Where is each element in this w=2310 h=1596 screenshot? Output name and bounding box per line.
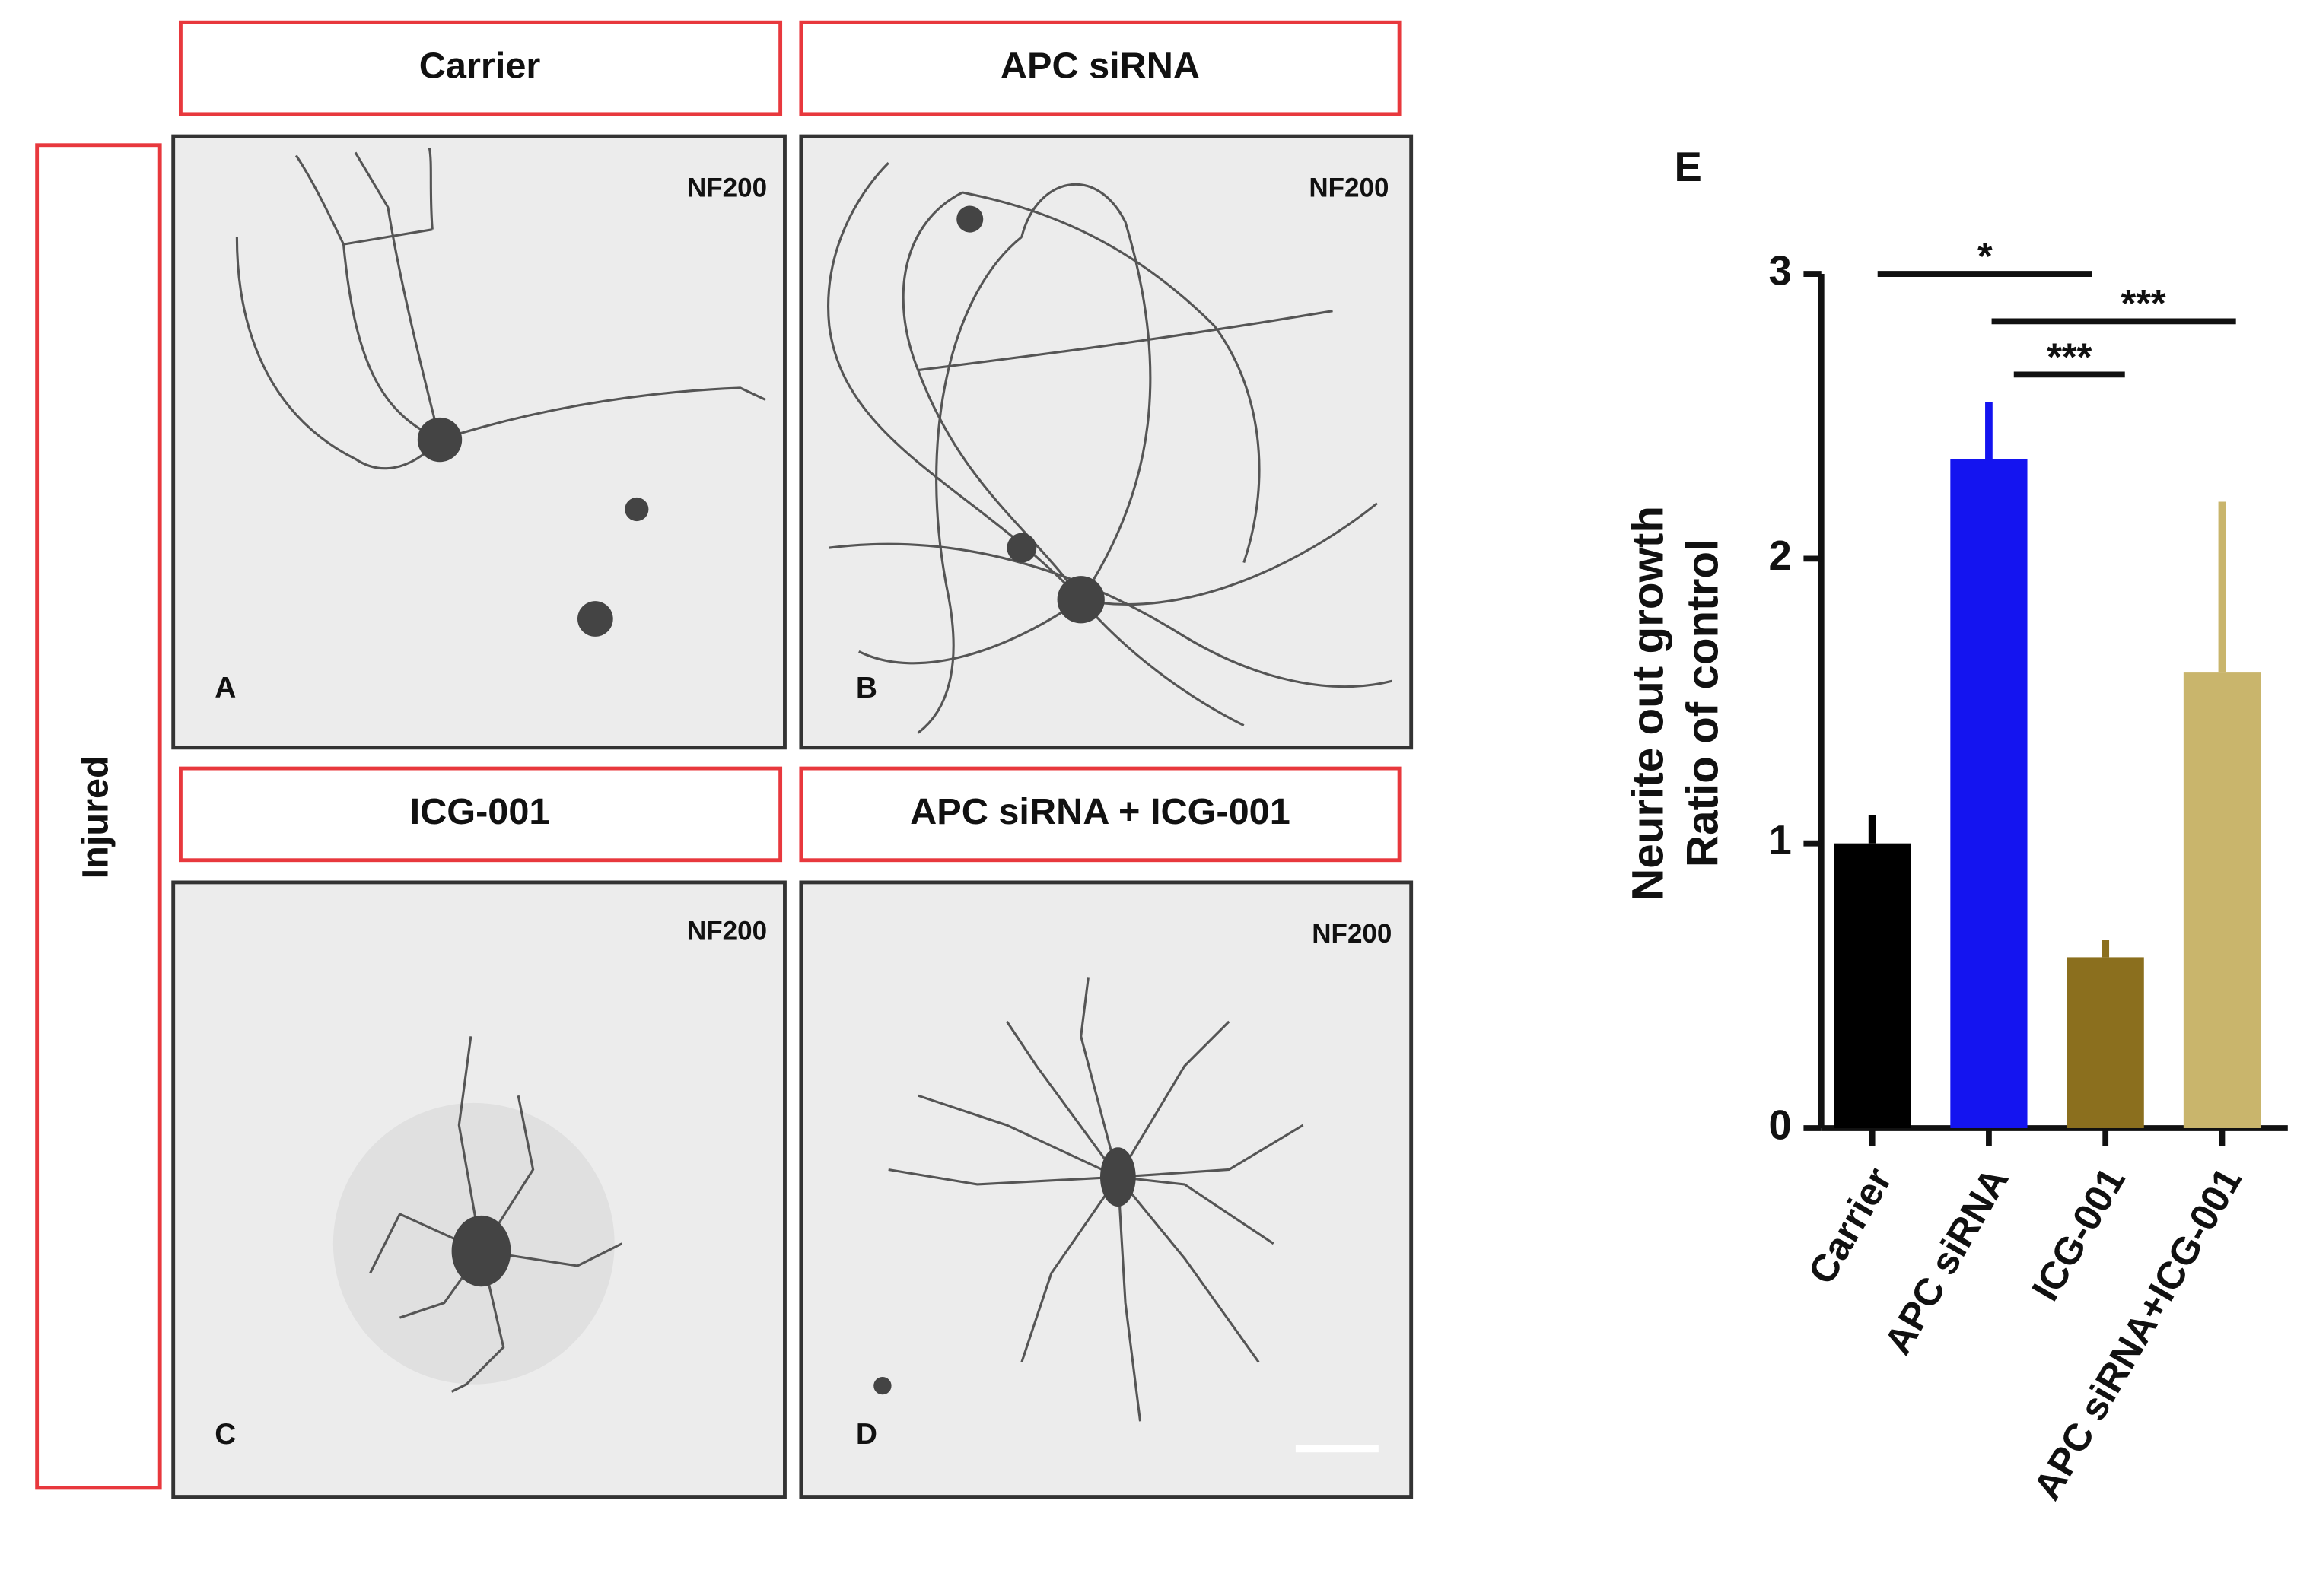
bar xyxy=(1834,843,1911,1128)
cell-body xyxy=(625,497,649,522)
significance-label: * xyxy=(1978,234,1993,278)
y-tick-label: 1 xyxy=(1769,817,1792,863)
cell-body xyxy=(578,601,613,637)
x-tick-label: ICG-001 xyxy=(2023,1160,2133,1308)
column-header: ICG-001 xyxy=(410,791,550,832)
cell-body xyxy=(451,1215,511,1287)
column-header: APC siRNA + ICG-001 xyxy=(910,791,1290,832)
bar xyxy=(2183,672,2261,1128)
header-box xyxy=(178,20,783,116)
significance-label: *** xyxy=(2121,281,2166,325)
y-tick-label: 3 xyxy=(1769,247,1792,294)
panel-letter: E xyxy=(1674,144,1701,190)
row-label-box xyxy=(35,143,162,1490)
cell-body xyxy=(873,1376,892,1395)
header-box xyxy=(799,20,1402,116)
panel-letter: D xyxy=(856,1418,877,1451)
neurite xyxy=(827,161,1392,734)
x-tick-label: APC siRNA xyxy=(1876,1160,2017,1362)
cell-body xyxy=(1057,576,1105,624)
cell-body xyxy=(1099,1147,1136,1207)
significance-label: *** xyxy=(2047,335,2092,378)
cell-body xyxy=(956,205,984,233)
stain-label: NF200 xyxy=(687,916,767,946)
micrograph xyxy=(171,134,787,750)
neurite xyxy=(235,148,766,470)
bar xyxy=(1950,459,2028,1128)
y-axis-label: Ratio of control xyxy=(1678,539,1727,867)
y-tick-label: 0 xyxy=(1769,1102,1792,1148)
y-tick-label: 2 xyxy=(1769,533,1792,579)
cell-body xyxy=(1007,533,1037,563)
panel-letter: C xyxy=(215,1418,236,1451)
cell-body xyxy=(417,417,463,463)
panel-letter: B xyxy=(856,672,877,704)
column-header: APC siRNA xyxy=(1001,45,1200,86)
stain-label: NF200 xyxy=(1309,173,1389,202)
y-axis-label: Neurite out growth xyxy=(1623,506,1672,901)
bar xyxy=(2067,957,2144,1128)
neurite xyxy=(888,977,1304,1422)
scale-bar xyxy=(1295,1445,1379,1453)
header-box xyxy=(178,766,783,863)
neurite xyxy=(369,1036,623,1393)
column-header: Carrier xyxy=(419,45,541,86)
panel-letter: A xyxy=(215,672,236,704)
x-tick-label: Carrier xyxy=(1799,1160,1900,1291)
stain-label: NF200 xyxy=(687,173,767,202)
row-label: Injured xyxy=(75,755,116,879)
micrograph xyxy=(799,134,1414,750)
x-tick-label: APC siRNA+ICG-001 xyxy=(2025,1160,2250,1507)
stain-label: NF200 xyxy=(1312,919,1392,949)
header-box xyxy=(799,766,1402,863)
